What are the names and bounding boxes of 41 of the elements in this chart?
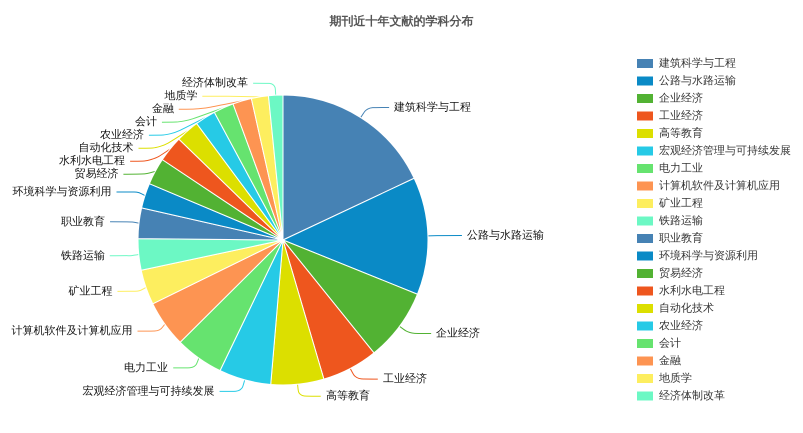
legend-label: 电力工业 — [659, 162, 703, 174]
legend-label: 公路与水路运输 — [659, 74, 736, 87]
slice-label: 环境科学与资源利用 — [12, 184, 112, 198]
legend-label: 环境科学与资源利用 — [659, 249, 758, 262]
slice-label: 会计 — [134, 115, 157, 128]
legend-label: 经济体制改革 — [659, 389, 725, 402]
legend-label: 贸易经济 — [659, 266, 703, 280]
slice-label: 金融 — [152, 103, 174, 116]
legend-label: 宏观经济管理与可持续发展 — [659, 144, 791, 157]
slice-label: 经济体制改革 — [182, 76, 248, 90]
legend-label: 地质学 — [658, 372, 692, 384]
slice-label: 宏观经济管理与可持续发展 — [82, 384, 215, 398]
slice-label: 公路与水路运输 — [466, 228, 544, 242]
slice-label: 农业经济 — [100, 128, 144, 142]
slice-label: 自动化技术 — [78, 141, 134, 154]
slice-label: 高等教育 — [326, 389, 370, 402]
slice-label: 计算机软件及计算机应用 — [12, 324, 132, 338]
legend-label: 职业教育 — [659, 232, 703, 244]
legend-label: 企业经济 — [659, 92, 703, 104]
legend-label: 铁路运输 — [658, 214, 703, 227]
chart-title: 期刊近十年文献的学科分布 — [328, 14, 474, 28]
legend-label: 计算机软件及计算机应用 — [659, 179, 780, 192]
slice-label: 地质学 — [163, 89, 198, 102]
slice-label: 电力工业 — [124, 360, 168, 374]
legend-label: 水利水电工程 — [659, 284, 725, 297]
legend-label: 农业经济 — [659, 319, 703, 332]
slice-label: 贸易经济 — [74, 167, 118, 180]
legend-label: 自动化技术 — [659, 302, 714, 314]
slice-label: 水利水电工程 — [59, 154, 126, 168]
slice-label: 工业经济 — [382, 372, 427, 386]
legend-label: 建筑科学与工程 — [658, 56, 736, 70]
legend-label: 金融 — [659, 355, 681, 367]
slice-label: 职业教育 — [61, 214, 106, 228]
legend-label: 工业经济 — [659, 109, 703, 122]
slice-label: 矿业工程 — [67, 284, 112, 298]
legend-label: 高等教育 — [659, 126, 703, 140]
slice-label: 建筑科学与工程 — [393, 100, 472, 114]
slice-label: 铁路运输 — [60, 248, 105, 262]
slice-label: 企业经济 — [436, 326, 480, 340]
legend-label: 矿业工程 — [658, 196, 703, 210]
legend-label: 会计 — [659, 336, 681, 350]
